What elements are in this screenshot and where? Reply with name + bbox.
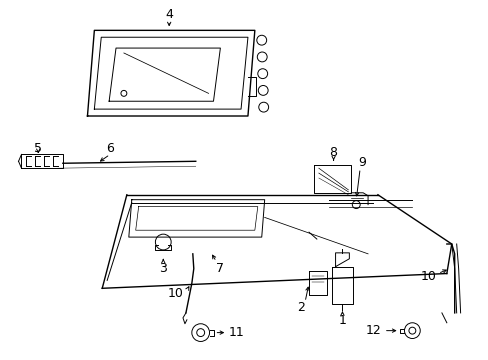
Text: 3: 3 <box>159 262 167 275</box>
Text: 11: 11 <box>228 326 244 339</box>
Text: 8: 8 <box>329 146 337 159</box>
Text: 6: 6 <box>106 142 114 155</box>
Text: 10: 10 <box>420 270 436 283</box>
Text: 2: 2 <box>297 301 305 315</box>
Text: 9: 9 <box>358 156 366 169</box>
Text: 1: 1 <box>338 314 346 327</box>
Text: 4: 4 <box>165 8 173 21</box>
Text: 5: 5 <box>34 142 42 155</box>
Text: 12: 12 <box>366 324 381 337</box>
Text: 7: 7 <box>216 262 224 275</box>
Text: 10: 10 <box>168 287 183 300</box>
